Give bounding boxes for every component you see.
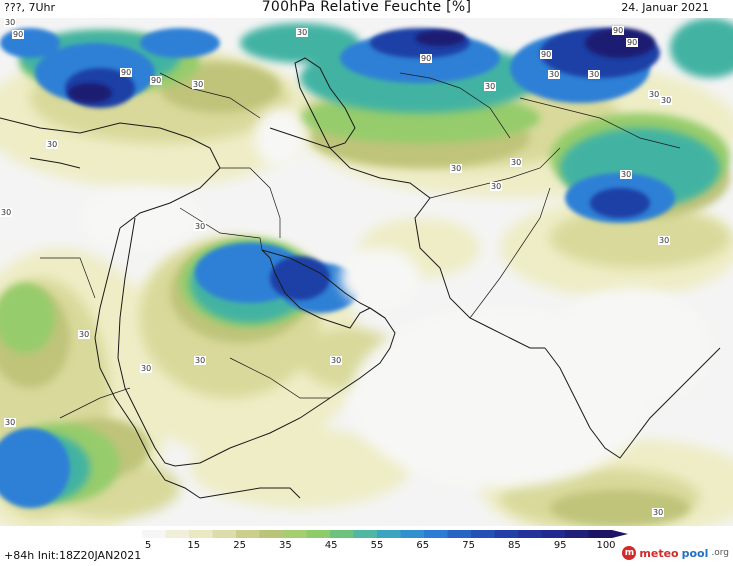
logo-org: .org: [711, 548, 729, 558]
coastlines-and-borders: [0, 57, 721, 499]
contour-label: 90: [626, 38, 639, 47]
colorbar-segment: [330, 530, 354, 538]
footer: 5 15 25 35 45 55 65 75 85 95 100 +84h Init:18Z20JA…: [0, 526, 733, 566]
colorbar-segment: [353, 530, 378, 538]
colorbar-tick: 55: [370, 540, 384, 551]
contour-label: 30: [652, 508, 665, 517]
map-canvas: [0, 18, 733, 526]
colorbar-tick: 15: [187, 540, 201, 551]
contour-label: 30: [194, 222, 207, 231]
contour-label: 30: [660, 96, 673, 105]
colorbar-tick: 35: [279, 540, 292, 551]
colorbar-segment: [377, 530, 401, 538]
logo-pool: pool: [681, 546, 709, 560]
init-time: +84h Init:18Z20JAN2021: [4, 549, 141, 562]
colorbar-segment: [189, 530, 213, 538]
contour-label: 90: [420, 54, 433, 63]
colorbar-tick: 85: [508, 540, 521, 551]
contour-label: 30: [4, 18, 17, 27]
colorbar-segment: [400, 530, 425, 538]
contour-label: 90: [540, 50, 553, 59]
colorbar-arrow: [612, 530, 628, 538]
colorbar-segment: [541, 530, 566, 538]
contour-label: 90: [612, 26, 625, 35]
logo-meteo: meteo: [639, 546, 679, 560]
contour-label: 30: [4, 418, 17, 427]
colorbar-segment: [565, 530, 589, 538]
colorbar-tick: 65: [416, 540, 430, 551]
colorbar-segment: [259, 530, 284, 538]
colorbar-segment: [471, 530, 495, 538]
colorbar-ticks: 5 15 25 35 45 55 65 75 85 95 100: [0, 540, 733, 554]
colorbar-tick: 75: [462, 540, 475, 551]
contour-label: 30: [194, 356, 207, 365]
meteopool-logo-icon: m: [622, 546, 637, 560]
colorbar-tick: 100: [596, 540, 616, 551]
contour-label: 30: [620, 170, 633, 179]
colorbar-segment: [142, 530, 166, 538]
contour-label: 30: [658, 236, 671, 245]
humidity-field: [0, 18, 733, 526]
forecast-date: 24. Januar 2021: [621, 1, 709, 14]
colorbar-segment: [165, 530, 190, 538]
colorbar-tick: 45: [324, 540, 338, 551]
colorbar-segment: [518, 530, 542, 538]
contour-label: 30: [588, 70, 601, 79]
colorbar-segment: [306, 530, 331, 538]
meteopool-logo[interactable]: m meteo pool .org: [622, 546, 729, 560]
colorbar-segment: [424, 530, 448, 538]
colorbar-segment: [494, 530, 519, 538]
colorbar-segment: [283, 530, 307, 538]
contour-label: 30: [192, 80, 205, 89]
colorbar-segment: [588, 530, 613, 538]
init-label: Init:18Z20JAN2021: [37, 549, 142, 562]
map-title: 700hPa Relative Feuchte [%]: [261, 0, 472, 15]
contour-label: 30: [648, 90, 661, 99]
colorbar-segment: [236, 530, 260, 538]
contour-label: 30: [140, 364, 153, 373]
header: ???, 7Uhr 700hPa Relative Feuchte [%] 24…: [0, 0, 733, 18]
colorbar-tick: 5: [144, 540, 152, 551]
contour-label: 30: [510, 158, 523, 167]
colorbar: [142, 530, 628, 538]
contour-label: 30: [490, 182, 503, 191]
contour-label: 90: [150, 76, 163, 85]
colorbar-segment: [447, 530, 472, 538]
contour-label: 30: [484, 82, 497, 91]
contour-label: 30: [450, 164, 463, 173]
contour-label: 90: [12, 30, 25, 39]
location-label: ???, 7Uhr: [4, 1, 56, 14]
contour-label: 30: [46, 140, 59, 149]
humidity-map: 30 90 90 90 90 90 90 30 90 30 30 30 30 30 30 30 30 30 30 30…: [0, 18, 733, 526]
colorbar-tick: 95: [553, 540, 567, 551]
contour-label: 30: [330, 356, 343, 365]
contour-label: 30: [0, 208, 13, 217]
colorbar-tick: 25: [233, 540, 246, 551]
colorbar-segment: [212, 530, 237, 538]
contour-label: 30: [296, 28, 309, 37]
lead-time: +84h: [4, 549, 35, 562]
contour-label: 30: [78, 330, 91, 339]
contour-label: 30: [548, 70, 561, 79]
contour-label: 90: [120, 68, 133, 77]
